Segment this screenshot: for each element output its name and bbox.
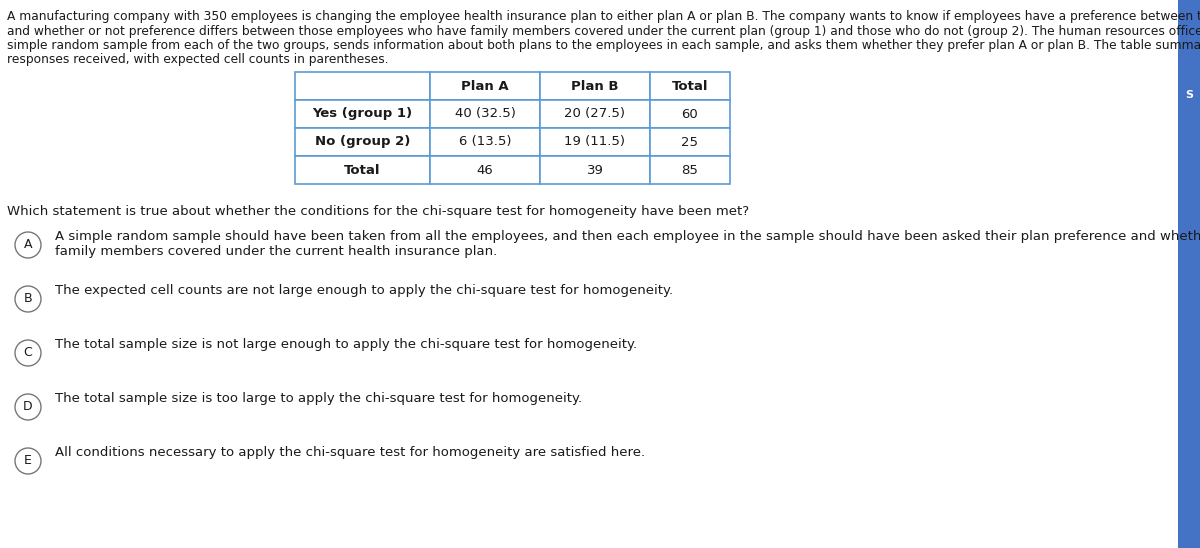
Circle shape: [14, 232, 41, 258]
Text: 40 (32.5): 40 (32.5): [455, 107, 516, 121]
Bar: [295, 100, 430, 128]
Text: The total sample size is not large enough to apply the chi-square test for homog: The total sample size is not large enoug…: [55, 338, 637, 351]
Bar: [540, 156, 650, 184]
Bar: [1178, 0, 1200, 548]
Text: The total sample size is too large to apply the chi-square test for homogeneity.: The total sample size is too large to ap…: [55, 392, 582, 405]
Bar: [295, 72, 430, 100]
Bar: [430, 72, 540, 100]
Text: 46: 46: [476, 163, 493, 176]
Text: D: D: [23, 401, 32, 414]
Text: A simple random sample should have been taken from all the employees, and then e: A simple random sample should have been …: [55, 230, 1200, 243]
Bar: [540, 100, 650, 128]
Bar: [540, 128, 650, 156]
Bar: [430, 156, 540, 184]
Circle shape: [14, 394, 41, 420]
Text: Which statement is true about whether the conditions for the chi-square test for: Which statement is true about whether th…: [7, 205, 749, 218]
Text: S: S: [1186, 90, 1193, 100]
Text: A manufacturing company with 350 employees is changing the employee health insur: A manufacturing company with 350 employe…: [7, 10, 1200, 23]
Text: Plan B: Plan B: [571, 79, 619, 93]
Bar: [295, 128, 430, 156]
Text: No (group 2): No (group 2): [314, 135, 410, 149]
Text: C: C: [24, 346, 32, 359]
Text: Total: Total: [672, 79, 708, 93]
Text: 19 (11.5): 19 (11.5): [564, 135, 625, 149]
Bar: [430, 128, 540, 156]
Circle shape: [14, 448, 41, 474]
Circle shape: [14, 286, 41, 312]
Text: A: A: [24, 238, 32, 252]
Text: Total: Total: [344, 163, 380, 176]
Text: E: E: [24, 454, 32, 467]
Bar: [650, 156, 730, 184]
Text: 6 (13.5): 6 (13.5): [458, 135, 511, 149]
Text: 25: 25: [682, 135, 698, 149]
Bar: [295, 156, 430, 184]
Text: family members covered under the current health insurance plan.: family members covered under the current…: [55, 244, 497, 258]
Bar: [650, 128, 730, 156]
Bar: [650, 72, 730, 100]
Text: 60: 60: [682, 107, 698, 121]
Text: simple random sample from each of the two groups, sends information about both p: simple random sample from each of the tw…: [7, 39, 1200, 52]
Text: Plan A: Plan A: [461, 79, 509, 93]
Text: responses received, with expected cell counts in parentheses.: responses received, with expected cell c…: [7, 54, 389, 66]
Text: and whether or not preference differs between those employees who have family me: and whether or not preference differs be…: [7, 25, 1200, 37]
Text: 20 (27.5): 20 (27.5): [564, 107, 625, 121]
Text: All conditions necessary to apply the chi-square test for homogeneity are satisf: All conditions necessary to apply the ch…: [55, 446, 646, 459]
Text: B: B: [24, 293, 32, 305]
Bar: [430, 100, 540, 128]
Text: The expected cell counts are not large enough to apply the chi-square test for h: The expected cell counts are not large e…: [55, 284, 673, 297]
Text: 85: 85: [682, 163, 698, 176]
Bar: [540, 72, 650, 100]
Circle shape: [14, 340, 41, 366]
Text: Yes (group 1): Yes (group 1): [312, 107, 413, 121]
Text: 39: 39: [587, 163, 604, 176]
Bar: [650, 100, 730, 128]
